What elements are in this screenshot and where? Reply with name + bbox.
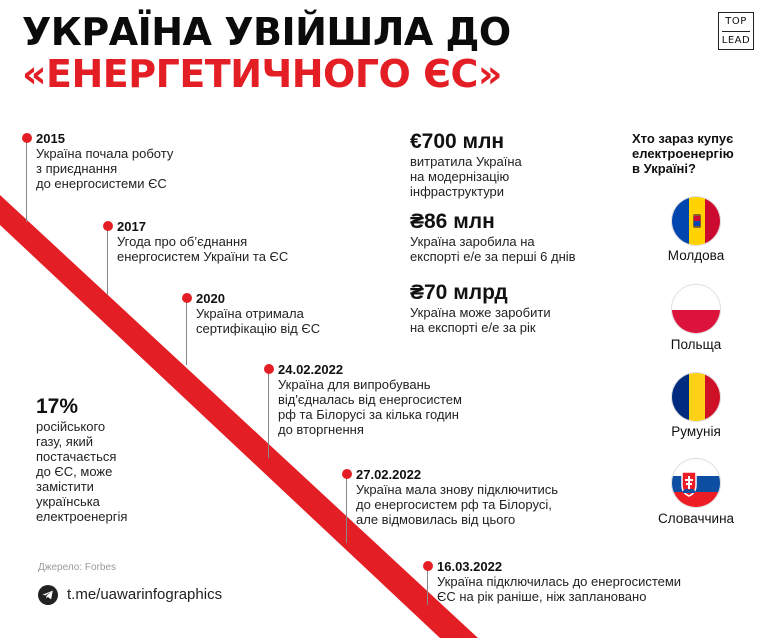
timeline-dot (103, 221, 113, 231)
title-line-1: УКРАЇНА УВІЙШЛА ДО (22, 10, 511, 54)
stat-value: ₴86 млн (410, 210, 495, 233)
event-text: Україна для випробувань від'єдналась від… (278, 377, 462, 437)
timeline-line-2015 (26, 137, 27, 222)
timeline-line-24-02 (268, 368, 269, 458)
romania-flag-icon (671, 372, 721, 422)
country-moldova: Молдова (667, 248, 725, 263)
stat-investment: €700 млн витратила Україна на модернізац… (410, 130, 522, 199)
event-text: Угода про об’єднання енергосистем Україн… (117, 234, 289, 264)
event-date: 2015 (36, 131, 65, 146)
country-poland: Польща (670, 337, 722, 352)
event-date: 24.02.2022 (278, 362, 344, 377)
timeline-dot (423, 561, 433, 571)
timeline-dot (264, 364, 274, 374)
event-date: 16.03.2022 (437, 559, 503, 574)
telegram-icon (38, 585, 58, 605)
gas-stat-value: 17% (36, 395, 79, 418)
moldova-flag-icon (671, 196, 721, 246)
timeline-dot (182, 293, 192, 303)
stat-text: Україна заробила на експорті е/е за перш… (410, 234, 576, 264)
event-text: Україна почала роботу з приєднання до ен… (36, 146, 174, 191)
gas-replacement-stat: 17% російського газу, який постачається … (36, 395, 127, 524)
top-lead-logo: TOP LEAD (718, 12, 754, 50)
timeline-line-16-03 (427, 565, 428, 605)
poland-flag-icon (671, 284, 721, 334)
country-slovakia: Словаччина (657, 511, 735, 526)
title-line-2: «ЕНЕРГЕТИЧНОГО ЄС» (22, 52, 502, 96)
stat-text: витратила Україна на модернізацію інфрас… (410, 154, 522, 199)
timeline-dot (342, 469, 352, 479)
stat-value: €700 млн (410, 130, 505, 153)
telegram-link[interactable]: t.me/uawarinfographics (67, 586, 223, 603)
timeline-line-2020 (186, 297, 187, 365)
stat-export-year: ₴70 млрд Україна може заробити на експор… (410, 281, 551, 335)
stat-value: ₴70 млрд (410, 281, 508, 304)
title-line-2-text: «ЕНЕРГЕТИЧНОГО ЄС» (22, 52, 502, 96)
logo-divider (722, 31, 750, 32)
event-date: 27.02.2022 (356, 467, 422, 482)
event-date: 2020 (196, 291, 225, 306)
gas-stat-text: російського газу, який постачається до Є… (36, 419, 128, 524)
timeline-line-27-02 (346, 473, 347, 543)
event-text: Україна отримала сертифікацію від ЄС (196, 306, 321, 336)
event-date: 2017 (117, 219, 146, 234)
logo-bottom-text: LEAD (721, 35, 751, 46)
stat-text: Україна може заробити на експорті е/е за… (410, 305, 551, 335)
country-romania: Румунія (671, 424, 721, 439)
event-text: Україна підключилась до енергосистеми ЄС… (437, 574, 682, 604)
timeline-line-2017 (107, 225, 108, 295)
source-note: Джерело: Forbes (38, 562, 117, 573)
buyers-question: Хто зараз купує електроенергію в Україні… (632, 131, 734, 176)
diagonal-band-shape (0, 195, 478, 638)
slovakia-flag-icon (671, 458, 721, 508)
event-text: Україна мала знову підключитись до енерг… (356, 482, 559, 527)
stat-export-6-days: ₴86 млн Україна заробила на експорті е/е… (410, 210, 576, 264)
logo-top-text: TOP (725, 16, 747, 27)
timeline-dot (22, 133, 32, 143)
